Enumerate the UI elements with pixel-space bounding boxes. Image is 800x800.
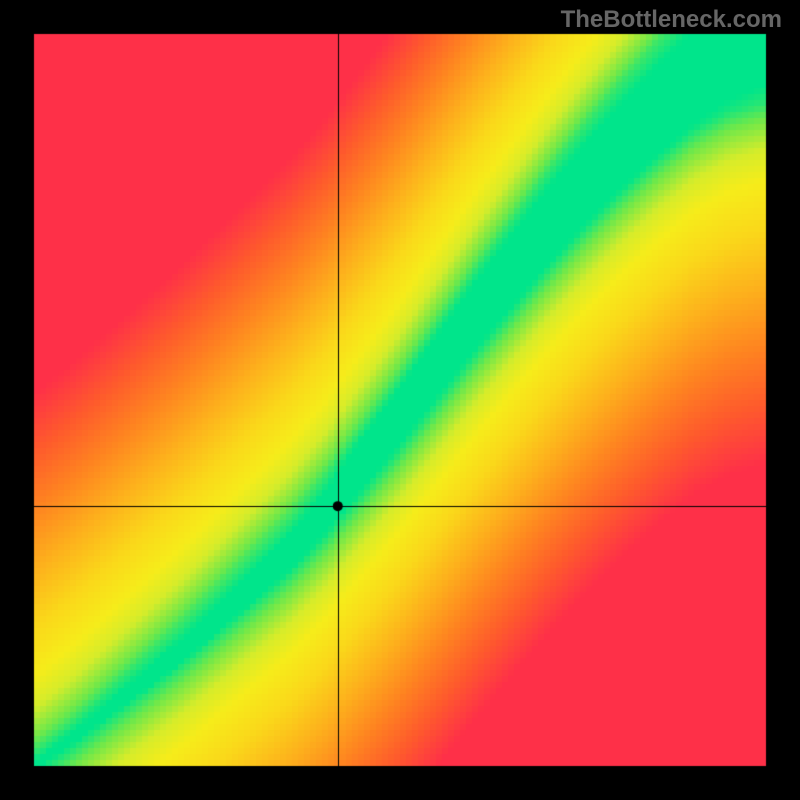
source-watermark: TheBottleneck.com <box>561 6 782 34</box>
chart-container: TheBottleneck.com <box>0 0 800 800</box>
bottleneck-heatmap <box>0 0 800 800</box>
